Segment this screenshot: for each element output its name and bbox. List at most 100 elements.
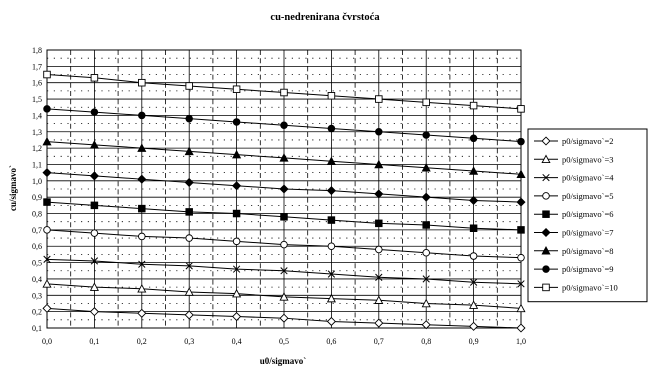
- data-point: [184, 287, 194, 296]
- data-point: [469, 134, 478, 143]
- data-point: [375, 219, 383, 228]
- x-tick-label: 0,4: [232, 337, 242, 346]
- data-point: [43, 226, 51, 234]
- data-point: [232, 237, 241, 246]
- data-point: [42, 303, 52, 313]
- data-point: [138, 111, 146, 120]
- data-point: [232, 209, 241, 218]
- x-axis-label: u0/sigmavo`: [260, 356, 307, 366]
- data-point: [516, 303, 526, 313]
- y-tick-label: 1,1: [32, 160, 42, 169]
- data-point: [326, 156, 336, 165]
- series-7: [42, 136, 526, 179]
- data-point: [326, 186, 336, 196]
- data-point: [185, 234, 193, 242]
- data-point: [327, 242, 336, 250]
- series-8: [43, 105, 525, 146]
- data-point: [137, 283, 147, 293]
- data-point: [279, 184, 289, 194]
- legend-marker: [542, 210, 550, 218]
- legend-item: p0/sigmavo`=3: [534, 154, 614, 164]
- data-point: [232, 181, 242, 191]
- data-point: [185, 82, 193, 90]
- data-point: [326, 316, 336, 326]
- x-tick-label: 0,5: [279, 337, 289, 346]
- legend-label: p0/sigmavo`=5: [562, 191, 614, 201]
- y-tick-label: 0,7: [32, 226, 42, 235]
- data-point: [469, 252, 478, 260]
- x-tick-label: 1,0: [516, 337, 526, 346]
- data-point: [43, 255, 51, 263]
- data-point: [375, 273, 383, 281]
- y-tick-label: 0,1: [32, 324, 42, 333]
- data-point: [327, 124, 336, 133]
- series-3: [43, 255, 525, 288]
- y-tick-label: 1,0: [32, 177, 42, 186]
- legend-item: p0/sigmavo`=4: [534, 173, 614, 183]
- series-5: [43, 198, 525, 234]
- data-point: [517, 280, 525, 288]
- data-point: [137, 143, 147, 152]
- x-tick-label: 0,1: [89, 337, 99, 346]
- y-tick-labels: 0,1 0,2 0,3 0,4 0,5 0,6 0,7 0,8 0,9 1,0 1,1 1,2 1,3 1…: [32, 46, 42, 333]
- y-tick-label: 1,8: [32, 46, 42, 55]
- legend-label: p0/sigmavo`=3: [562, 154, 614, 164]
- data-point: [185, 114, 193, 123]
- data-point: [232, 118, 241, 126]
- legend-marker: [542, 192, 550, 200]
- y-tick-label: 0,9: [32, 193, 42, 202]
- data-point: [516, 197, 526, 207]
- legend-item: p0/sigmavo`=9: [534, 264, 614, 274]
- y-tick-label: 0,8: [32, 210, 42, 219]
- data-point: [184, 146, 194, 156]
- series-layer: [42, 70, 526, 333]
- data-point: [90, 74, 99, 82]
- data-point: [280, 240, 288, 249]
- series-1: [42, 303, 526, 333]
- legend-item: p0/sigmavo`=5: [534, 191, 614, 201]
- data-point: [137, 174, 147, 184]
- data-point: [327, 216, 336, 224]
- data-point: [421, 320, 431, 330]
- data-point: [90, 229, 99, 237]
- data-point: [90, 108, 99, 116]
- legend-label: p0/sigmavo`=9: [562, 264, 614, 274]
- data-point: [469, 300, 479, 309]
- legend-item: p0/sigmavo`=2: [534, 136, 614, 146]
- data-point: [279, 292, 289, 301]
- x-tick-label: 0,0: [42, 337, 52, 346]
- y-tick-label: 1,7: [32, 62, 42, 71]
- x-tick-label: 0,2: [137, 337, 147, 346]
- y-tick-label: 1,4: [32, 111, 42, 120]
- legend-item: p0/sigmavo`=10: [534, 282, 618, 292]
- data-point: [517, 226, 525, 234]
- data-point: [280, 121, 288, 129]
- data-point: [326, 293, 336, 303]
- data-point: [43, 105, 51, 113]
- data-point: [517, 105, 525, 113]
- legend-label: p0/sigmavo`=10: [562, 282, 618, 292]
- data-point: [138, 78, 146, 87]
- series-6: [42, 168, 526, 207]
- data-point: [89, 171, 99, 181]
- x-tick-label: 0,7: [374, 337, 384, 346]
- legend-marker: [542, 283, 550, 292]
- data-point: [184, 310, 194, 320]
- data-point: [232, 85, 241, 93]
- data-point: [232, 312, 242, 322]
- data-point: [374, 189, 384, 199]
- legend-marker: [542, 173, 550, 182]
- data-point: [42, 136, 52, 146]
- x-tick-labels: 0,0 0,1 0,2 0,3 0,4 0,5 0,6 0,7 0,8 0,9 1,0: [42, 337, 526, 346]
- y-tick-label: 0,2: [32, 308, 42, 317]
- data-point: [469, 321, 479, 331]
- data-point: [375, 128, 383, 136]
- data-point: [469, 101, 478, 110]
- y-tick-label: 1,3: [32, 128, 42, 137]
- data-point: [421, 192, 431, 202]
- data-point: [517, 253, 525, 262]
- data-point: [185, 208, 193, 216]
- data-point: [327, 270, 336, 278]
- legend-marker: [541, 154, 551, 164]
